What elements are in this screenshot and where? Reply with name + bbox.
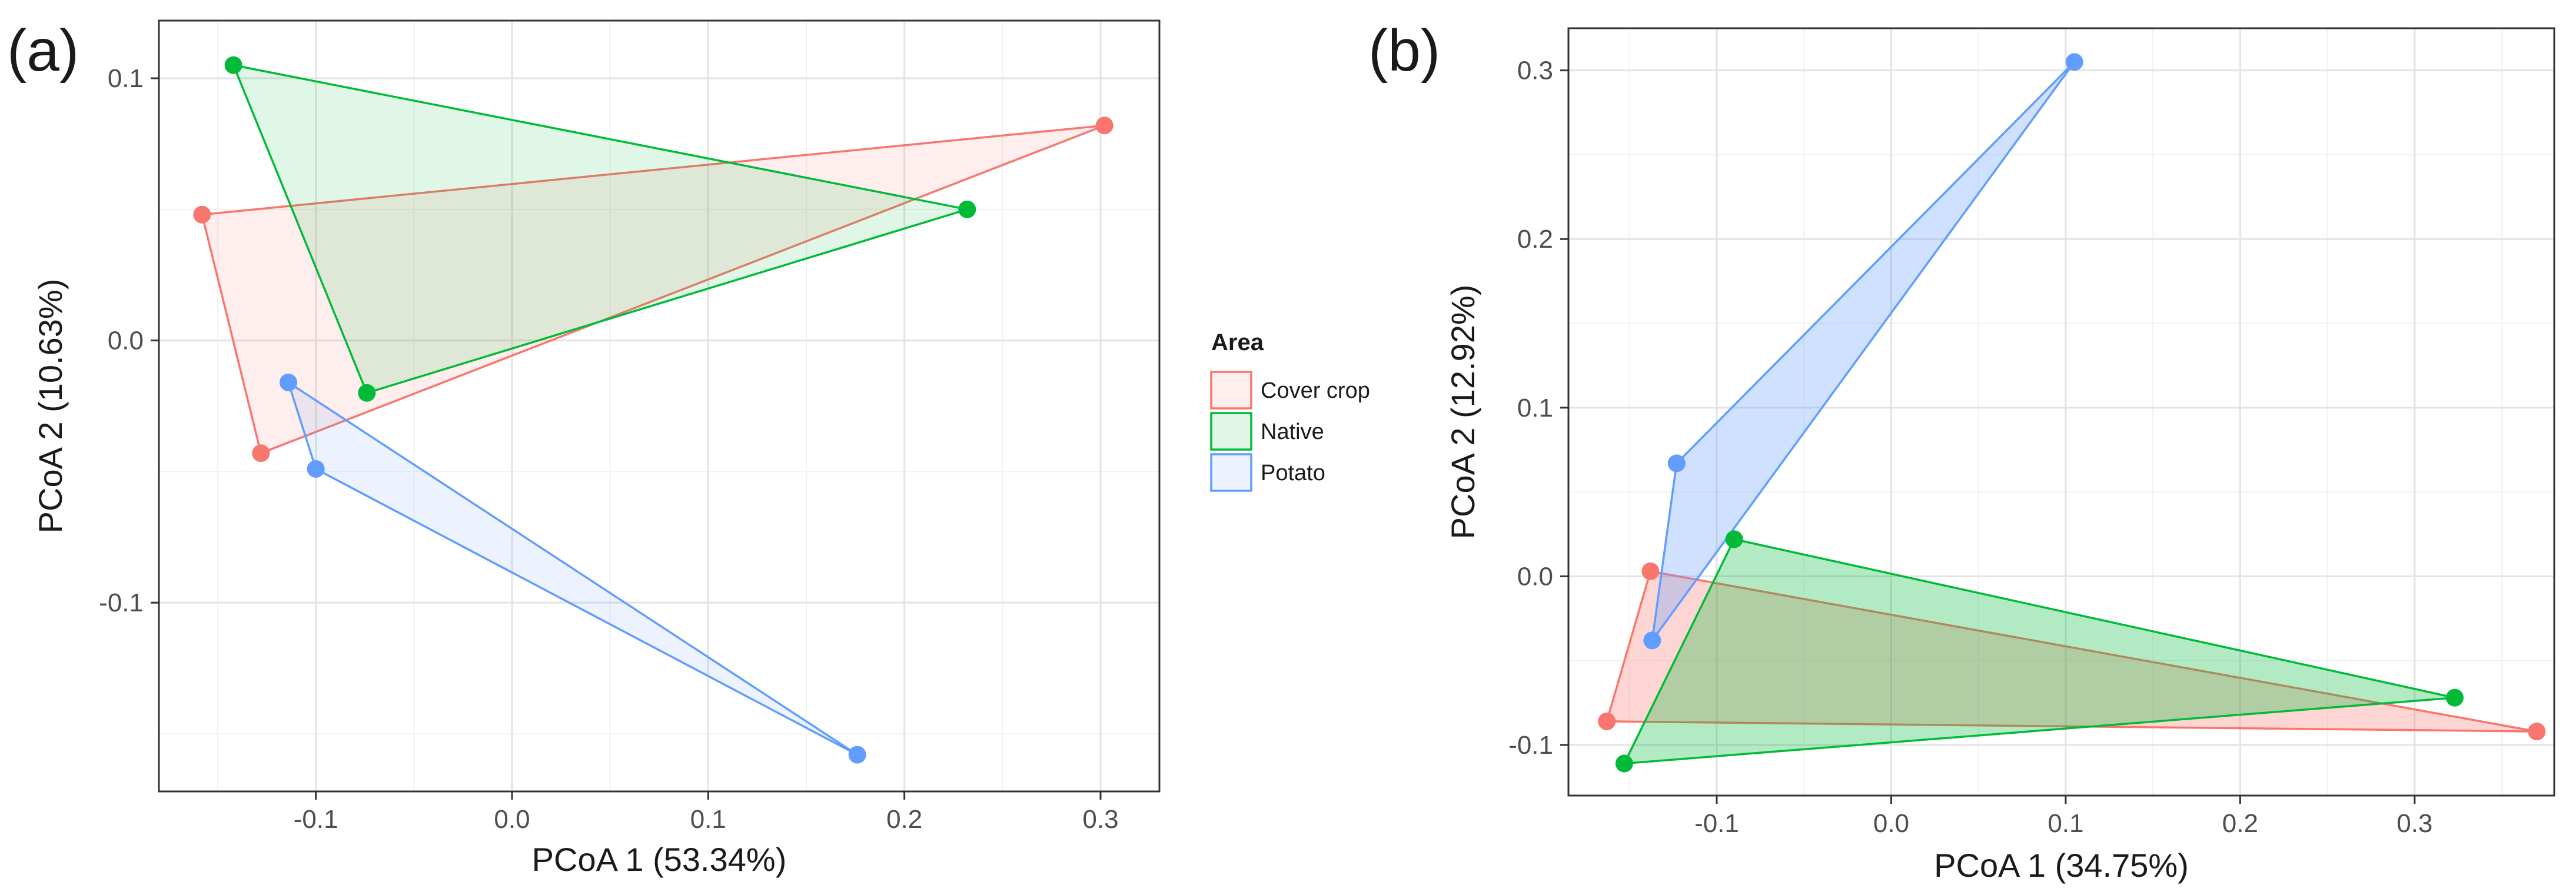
y-axis-title: PCoA 2 (12.92%)	[1444, 285, 1481, 540]
x-tick-label: 0.3	[1082, 805, 1118, 834]
point-cover-crop	[1598, 712, 1616, 730]
legend-key-potato	[1210, 453, 1252, 492]
x-tick-label: -0.1	[294, 805, 338, 834]
x-tick-label: 0.1	[2047, 809, 2083, 838]
panel-label: (a)	[7, 18, 79, 84]
plot-border	[158, 19, 1161, 793]
point-potato	[848, 746, 866, 764]
point-cover-crop	[193, 205, 211, 224]
panel-a: -0.1 0.0 0.1 0.2 0.3 -0.1 0.0 0.1 PCoA 1 (53.34%…	[7, 18, 1161, 878]
y-axis-title: PCoA 2 (10.63%)	[32, 279, 69, 534]
point-potato	[2065, 53, 2083, 71]
point-cover-crop	[252, 444, 270, 463]
x-tick-label: 0.1	[690, 805, 726, 834]
point-potato	[307, 460, 325, 478]
point-potato	[1643, 631, 1661, 650]
hull-native	[232, 64, 969, 394]
y-tick-label: 0.0	[108, 327, 144, 355]
point-native	[224, 56, 242, 74]
hull-potato	[1651, 61, 2076, 642]
y-tick-label: 0.0	[1517, 562, 1553, 591]
legend-label-potato: Potato	[1261, 461, 1325, 485]
x-tick-label: 0.3	[2396, 809, 2432, 838]
point-potato	[1667, 454, 1686, 473]
hull-cover-crop	[201, 124, 1106, 454]
legend-label-cover-crop: Cover crop	[1261, 378, 1370, 403]
panel-label: (b)	[1368, 18, 1440, 84]
panel-b: -0.1 0.0 0.1 0.2 0.3 -0.1 0.0 0.1 0.2 0.3 PCoA 1 (…	[1368, 18, 2555, 884]
x-tick-label: 0.2	[2222, 809, 2258, 838]
point-native	[1615, 754, 1633, 773]
point-native	[2446, 688, 2464, 707]
legend-title: Area	[1211, 330, 1264, 355]
y-tick-label: -0.1	[1508, 731, 1553, 760]
plot-background	[1568, 28, 2554, 796]
y-tick-label: 0.1	[108, 64, 144, 93]
x-tick-label: 0.2	[886, 805, 922, 834]
point-cover-crop	[1641, 562, 1660, 580]
point-cover-crop	[2528, 723, 2546, 741]
x-tick-label: 0.0	[1873, 809, 1909, 838]
legend-key-cover-crop	[1210, 371, 1252, 410]
point-potato	[280, 373, 297, 391]
y-tick-label: 0.1	[1517, 394, 1553, 422]
legend: Area Cover crop Native Potato	[1210, 330, 1370, 492]
x-axis-title: PCoA 1 (34.75%)	[1934, 847, 2189, 884]
hull-cover-crop	[1606, 570, 2538, 733]
point-native	[958, 200, 976, 218]
legend-label-native: Native	[1261, 420, 1324, 444]
hull-native	[1623, 538, 2456, 765]
point-cover-crop	[1095, 117, 1114, 135]
point-native	[358, 384, 376, 402]
x-tick-label: 0.0	[494, 805, 530, 834]
y-tick-label: -0.1	[99, 588, 144, 617]
y-tick-label: 0.3	[1517, 56, 1553, 85]
plot-border	[1567, 27, 2555, 797]
point-native	[1725, 530, 1743, 548]
x-axis-title: PCoA 1 (53.34%)	[532, 841, 787, 878]
hull-potato	[287, 381, 859, 756]
y-tick-label: 0.2	[1517, 225, 1553, 254]
legend-key-native	[1210, 412, 1252, 451]
x-tick-label: -0.1	[1694, 809, 1739, 838]
